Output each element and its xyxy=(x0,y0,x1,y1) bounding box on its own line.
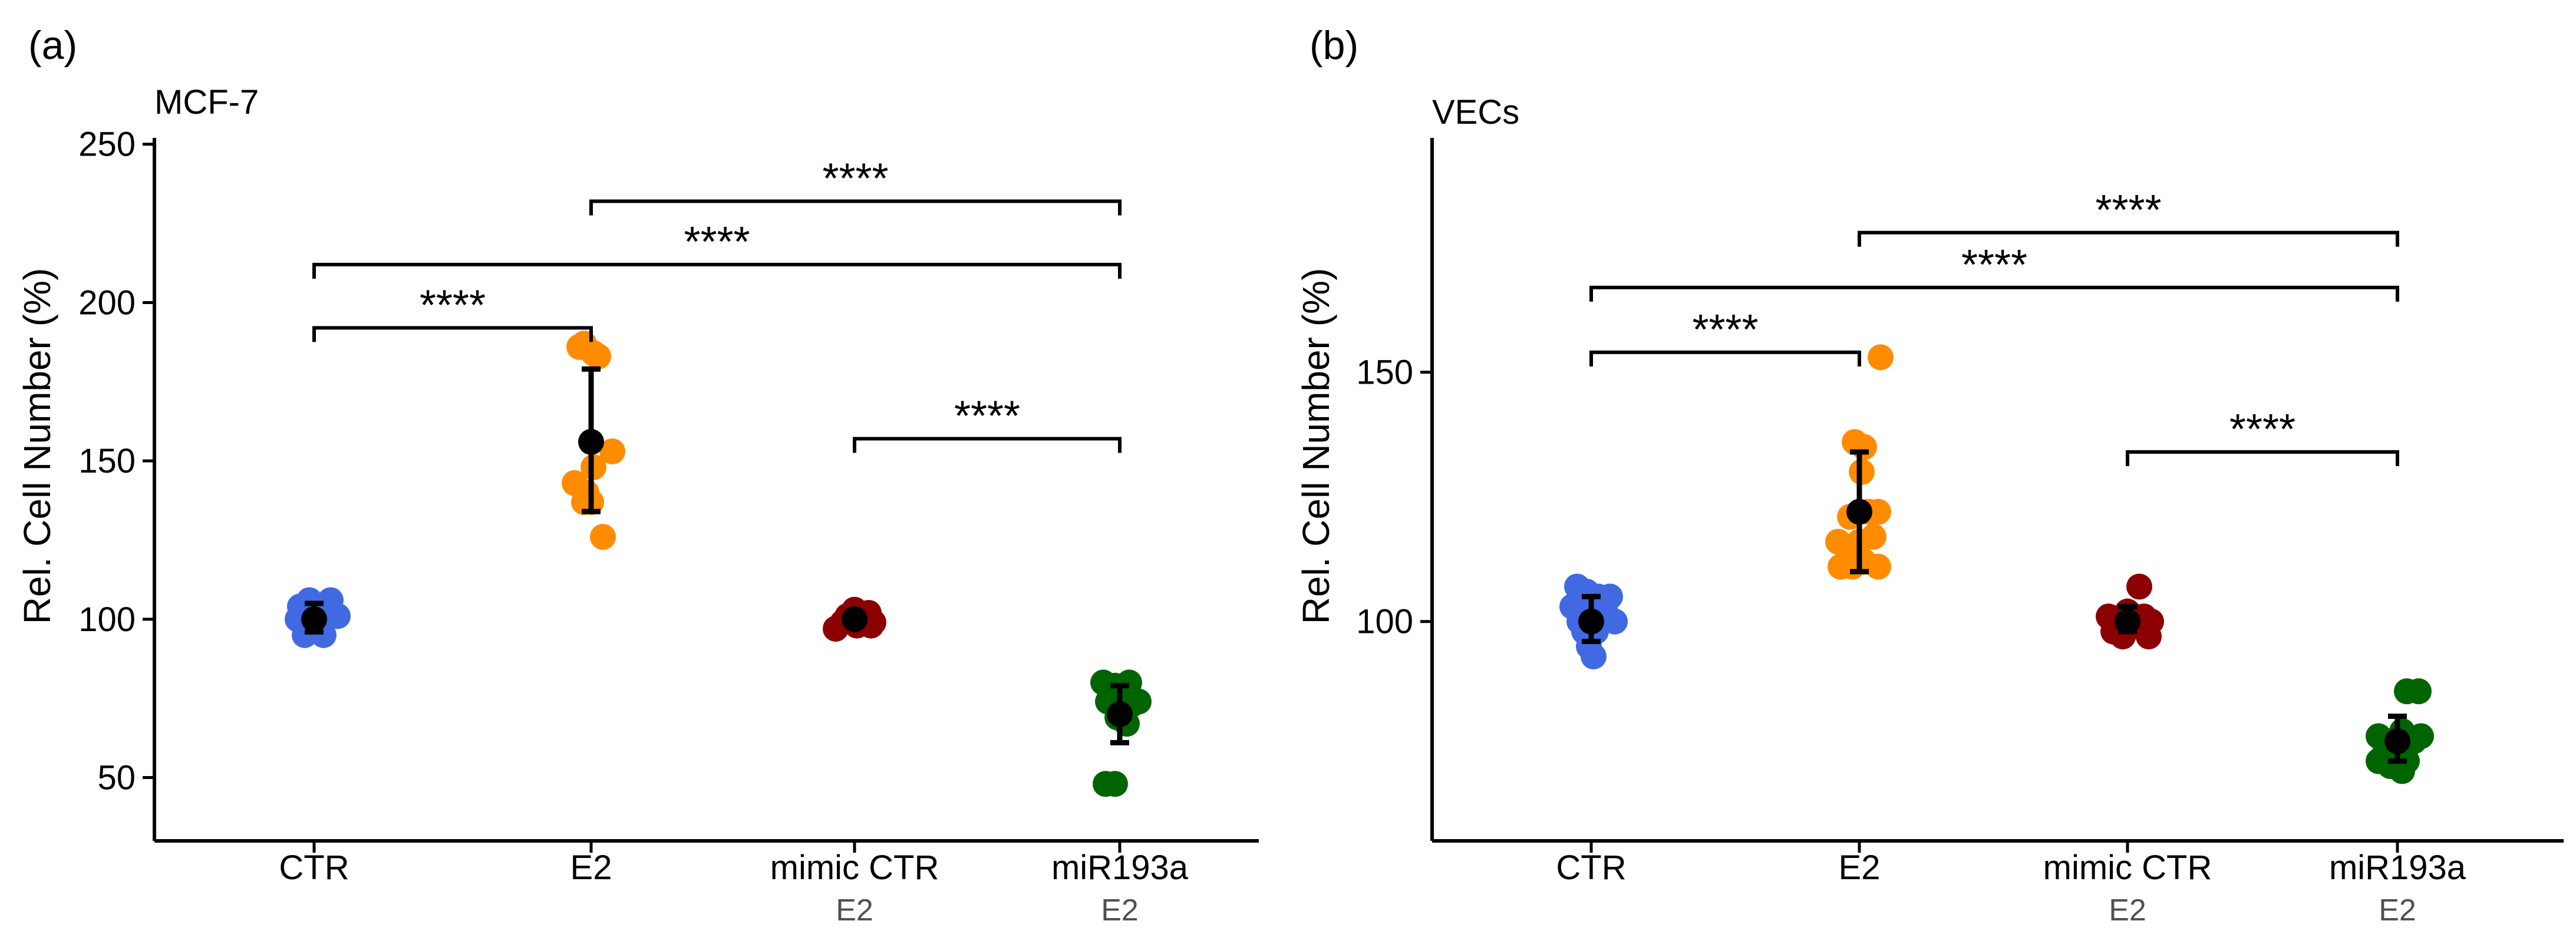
x-sublabel-b-2: E2 xyxy=(2109,893,2146,928)
summary-b xyxy=(1578,449,2410,764)
y-tick-label-a-4: 250 xyxy=(78,126,136,164)
significance-bracket-a-1 xyxy=(312,262,1122,279)
data-point-b-1-0 xyxy=(1868,344,1894,371)
mean-point-b-2 xyxy=(2115,608,2140,635)
y-axis-label-b: Rel. Cell Number (%) xyxy=(1295,268,1337,625)
mean-point-b-1 xyxy=(1846,499,1872,525)
x-tick-label-a-0: CTR xyxy=(279,849,349,887)
significance-bracket-b-1 xyxy=(1589,285,2399,302)
significance-bracket-b-2 xyxy=(1858,230,2399,247)
data-point-b-1-8 xyxy=(1865,499,1891,525)
data-point-a-1-3 xyxy=(580,340,606,367)
y-tick-label-b-0: 100 xyxy=(1356,603,1413,641)
y-tick-label-a-3: 200 xyxy=(78,283,136,322)
y-ticks-b: 100 150 xyxy=(1356,354,1432,641)
significance-label-a-2: **** xyxy=(822,155,888,202)
data-point-b-1-2 xyxy=(1851,434,1877,460)
panel-label-a: (a) xyxy=(28,23,77,68)
significance-bracket-a-3 xyxy=(853,437,1122,453)
data-point-b-2-10 xyxy=(2136,623,2162,650)
x-labels-a: CTR E2 mimic CTR E2 miR193a E2 xyxy=(279,841,1189,928)
significance-bracket-a-2 xyxy=(589,199,1122,216)
x-sublabel-a-2: E2 xyxy=(836,893,873,928)
x-tick-label-a-2: mimic CTR xyxy=(770,849,939,887)
data-point-b-3-1 xyxy=(2406,678,2432,705)
x-tick-label-b-0: CTR xyxy=(1556,849,1626,887)
chart-title-a: MCF-7 xyxy=(154,83,259,121)
brackets-b: **** **** **** **** xyxy=(1589,187,2399,467)
y-tick-label-a-0: 50 xyxy=(97,759,136,797)
points-b xyxy=(1559,344,2434,784)
y-axis-label-a: Rel. Cell Number (%) xyxy=(16,268,58,625)
data-point-a-1-4 xyxy=(599,438,625,465)
y-tick-label-a-1: 100 xyxy=(78,600,136,639)
data-point-b-1-10 xyxy=(1861,523,1886,550)
data-point-b-3-12 xyxy=(2389,758,2415,784)
y-ticks-a: 50 100 150 200 250 xyxy=(78,126,154,797)
x-tick-label-b-2: mimic CTR xyxy=(2043,849,2212,887)
x-labels-b: CTR E2 mimic CTR E2 miR193a E2 xyxy=(1556,841,2466,928)
panel-b: (b) VECs Rel. Cell Number (%) 100 150 CTR… xyxy=(1295,23,2564,928)
mean-point-a-1 xyxy=(578,428,604,455)
panel-label-b: (b) xyxy=(1310,23,1358,68)
x-tick-label-a-3: miR193a xyxy=(1051,849,1189,887)
brackets-a: **** **** **** **** xyxy=(312,155,1122,453)
mean-point-b-0 xyxy=(1578,608,1604,635)
panel-a: (a) MCF-7 Rel. Cell Number (%) 50 100 150 2… xyxy=(16,23,1259,928)
significance-label-a-0: **** xyxy=(420,282,486,329)
significance-label-b-3: **** xyxy=(2229,406,2295,453)
y-tick-label-a-2: 150 xyxy=(78,442,136,480)
data-point-b-1-9 xyxy=(1835,533,1861,560)
data-point-b-2-1 xyxy=(2126,573,2152,600)
chart-title-b: VECs xyxy=(1432,93,1519,131)
significance-label-a-3: **** xyxy=(954,393,1020,440)
x-tick-label-b-3: miR193a xyxy=(2329,849,2466,887)
data-point-b-1-14 xyxy=(1865,553,1891,580)
data-point-a-1-10 xyxy=(590,524,616,550)
significance-label-b-0: **** xyxy=(1692,306,1758,354)
mean-point-a-0 xyxy=(301,606,327,632)
x-tick-label-b-1: E2 xyxy=(1839,849,1881,887)
mean-point-a-2 xyxy=(842,606,868,632)
x-sublabel-a-3: E2 xyxy=(1101,893,1139,928)
mean-point-a-3 xyxy=(1107,701,1133,728)
significance-label-b-2: **** xyxy=(2095,187,2161,234)
points-a xyxy=(285,331,1152,797)
significance-bracket-a-0 xyxy=(312,326,593,342)
data-point-b-0-12 xyxy=(1581,643,1607,669)
significance-label-b-1: **** xyxy=(1961,242,2027,289)
data-point-a-3-10 xyxy=(1102,771,1128,797)
mean-point-b-3 xyxy=(2384,728,2410,754)
x-tick-label-a-1: E2 xyxy=(570,849,612,887)
data-point-a-0-5 xyxy=(325,603,351,629)
significance-bracket-b-3 xyxy=(2126,450,2399,467)
x-sublabel-b-3: E2 xyxy=(2379,893,2416,928)
data-point-b-3-6 xyxy=(2408,723,2434,750)
y-tick-label-b-1: 150 xyxy=(1356,354,1413,392)
significance-label-a-1: **** xyxy=(684,219,750,266)
significance-bracket-b-0 xyxy=(1589,350,1861,367)
summary-a xyxy=(301,366,1133,745)
